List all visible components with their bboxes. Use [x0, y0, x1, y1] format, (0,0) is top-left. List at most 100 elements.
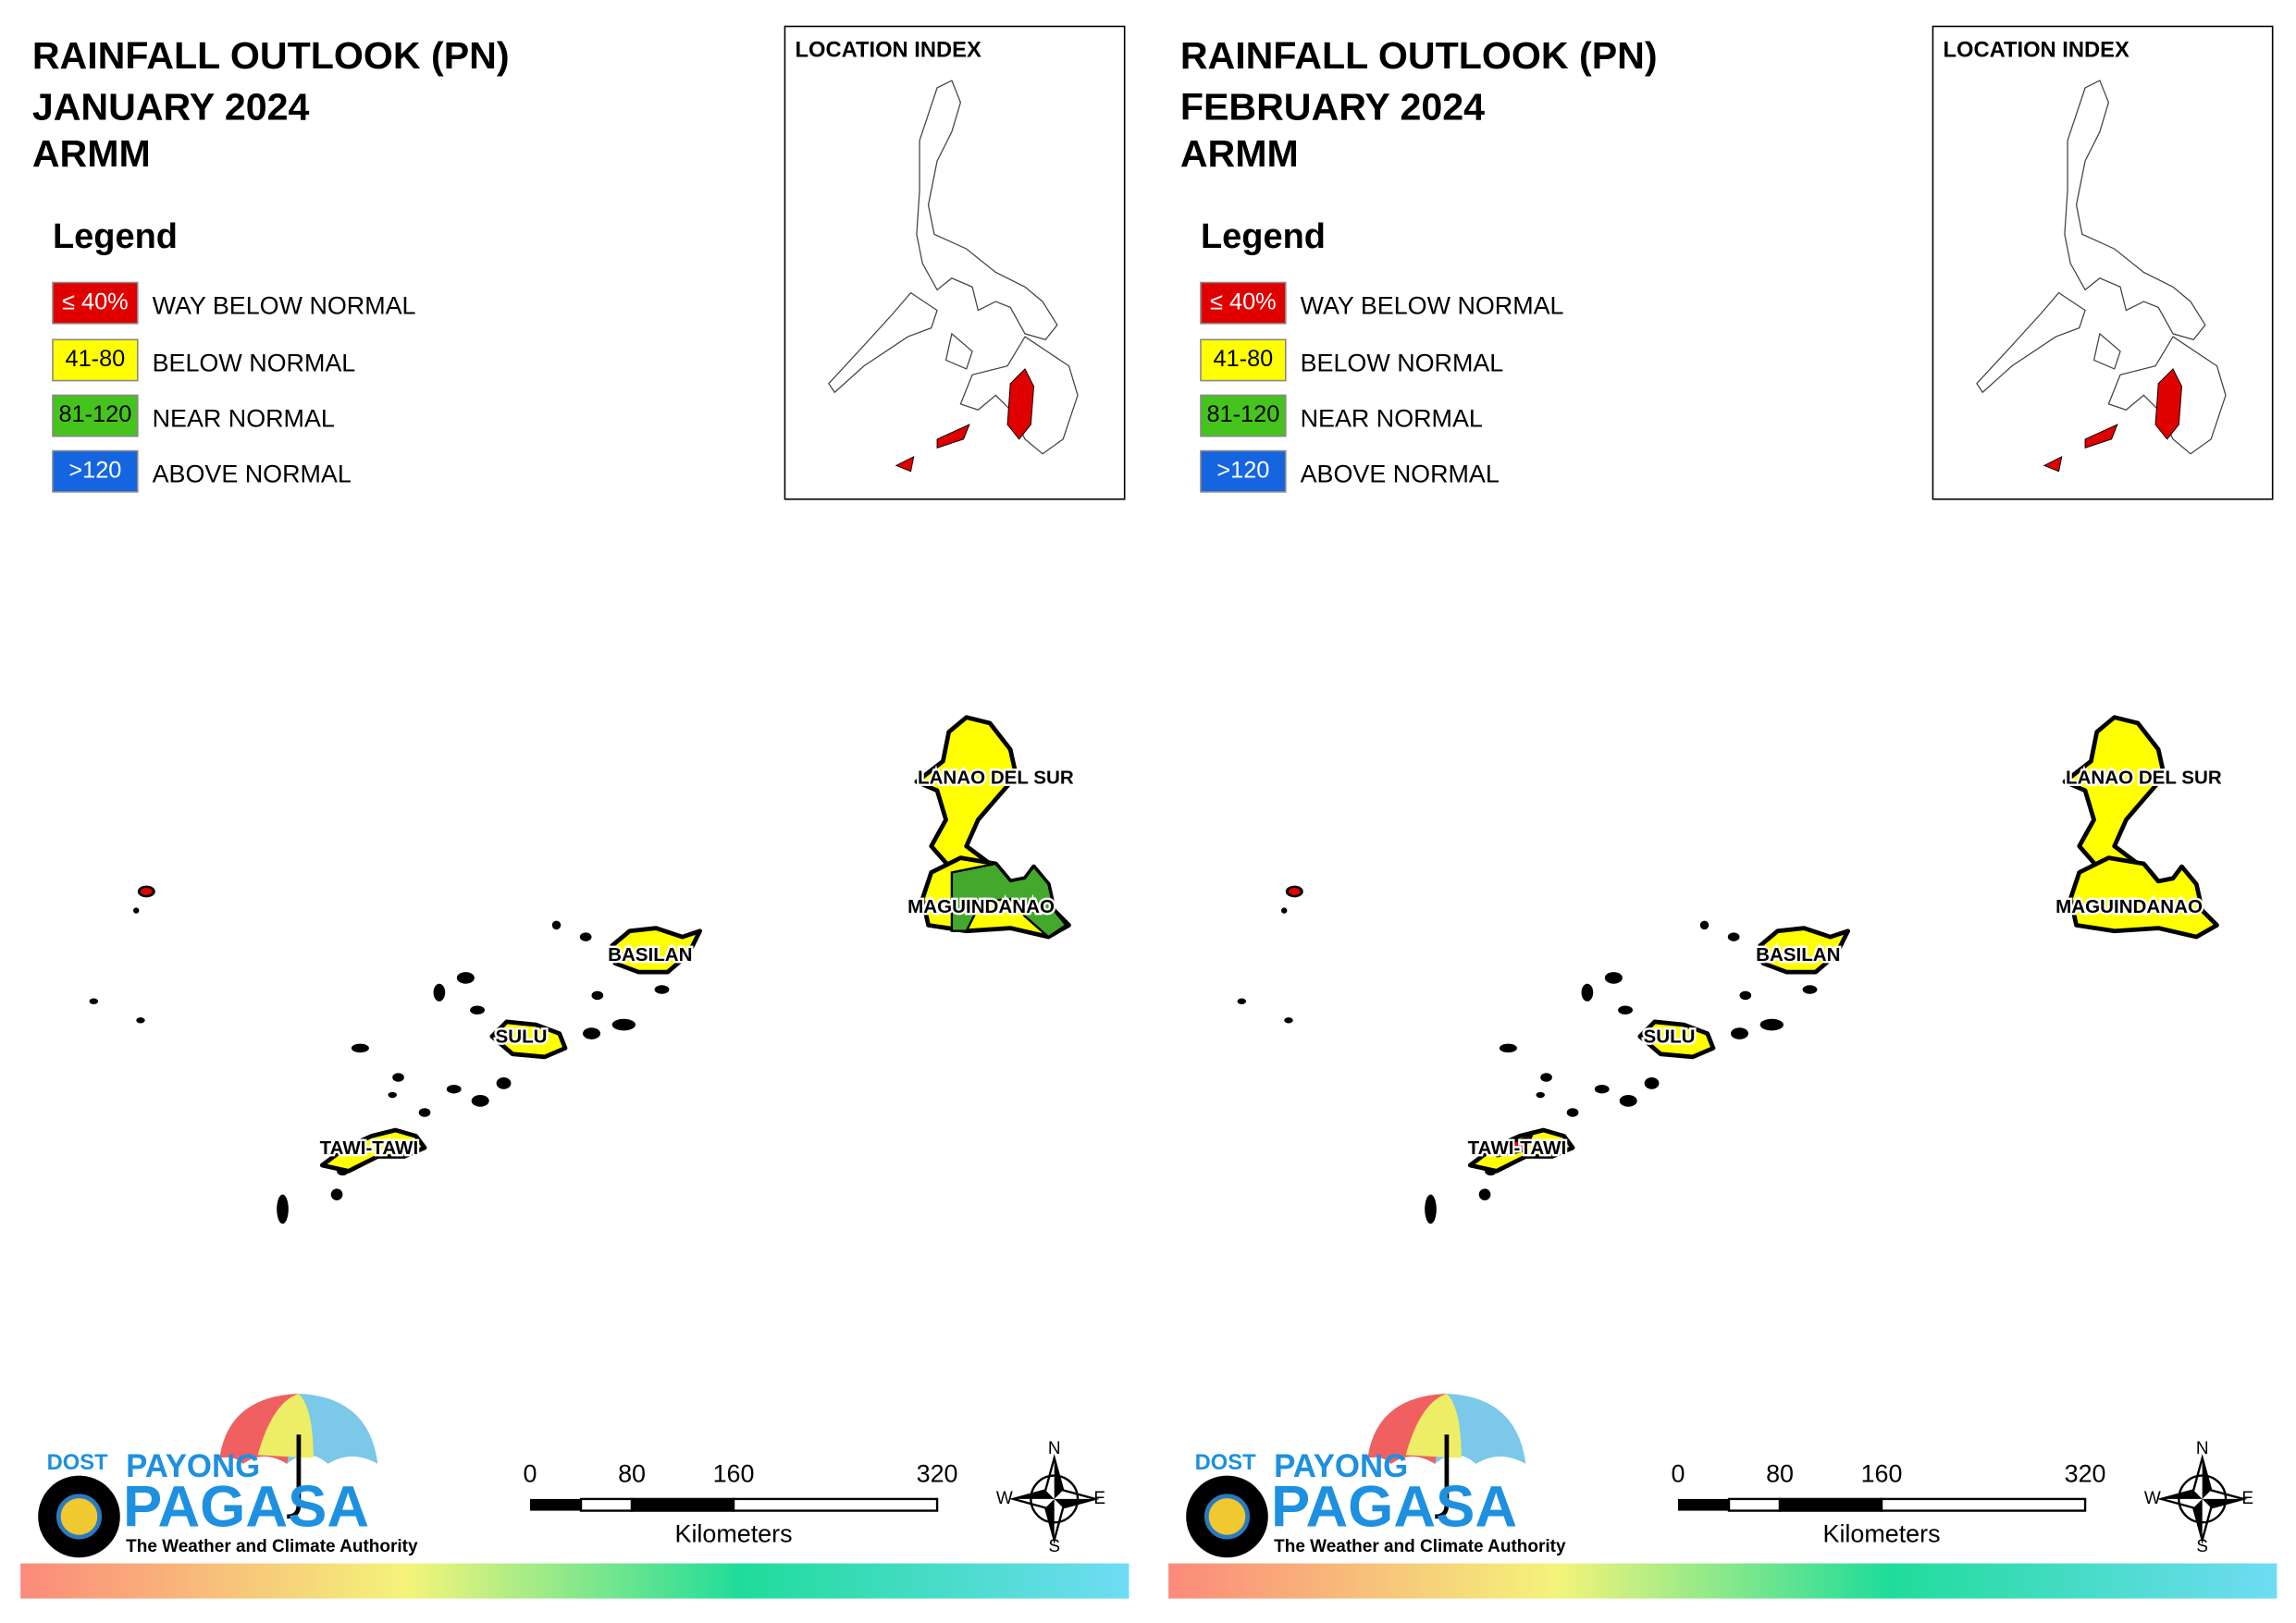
island: [1499, 1043, 1517, 1053]
province: [319, 1127, 427, 1174]
legend-description: WAY BELOW NORMAL: [153, 292, 416, 320]
compass-n: N: [2196, 1439, 2209, 1458]
logo-dost: DOST: [47, 1451, 108, 1475]
title-line: RAINFALL OUTLOOK (PN): [32, 34, 510, 77]
color-band: [1168, 1563, 2277, 1599]
island: [1619, 1095, 1637, 1107]
scale-label: 0: [524, 1460, 537, 1488]
scale-unit: Kilometers: [675, 1520, 793, 1548]
compass-e: E: [1093, 1489, 1105, 1508]
island: [471, 1095, 489, 1107]
compass-w: W: [2144, 1489, 2161, 1508]
island: [392, 1073, 404, 1082]
island: [1536, 1091, 1545, 1099]
legend-swatch: [52, 281, 139, 325]
island: [582, 1027, 600, 1039]
island: [496, 1077, 512, 1089]
dost-seal-inner: [1204, 1494, 1251, 1540]
legend-description: NEAR NORMAL: [1301, 404, 1483, 432]
scale-segment: [1778, 1497, 1883, 1512]
legend-swatch: [52, 449, 139, 493]
location-index-title: LOCATION INDEX: [796, 39, 981, 63]
compass-s: S: [1048, 1537, 1060, 1556]
island: [1699, 920, 1710, 930]
island: [140, 888, 153, 895]
island: [1802, 985, 1818, 994]
scale-label: 160: [713, 1460, 755, 1488]
province: [2068, 855, 2219, 940]
legend-swatch-label: 41-80: [66, 346, 126, 372]
legend-description: NEAR NORMAL: [153, 404, 335, 432]
compass-fill: [1013, 1457, 1096, 1541]
legend-swatch: [52, 338, 139, 382]
island: [1425, 1194, 1437, 1224]
province-label: SULU: [1644, 1027, 1696, 1048]
umbrella-handle: [287, 1434, 302, 1519]
scale-segment: [530, 1498, 582, 1511]
scale-segment: [732, 1497, 939, 1512]
legend-swatch: [1200, 338, 1287, 382]
legend-title: Legend: [1201, 217, 1326, 256]
island: [418, 1108, 431, 1117]
legend-description: ABOVE NORMAL: [153, 461, 352, 488]
scale-segment: [579, 1497, 634, 1512]
scale-segment: [1727, 1497, 1782, 1512]
province-label: TAWI-TAWI: [320, 1137, 419, 1159]
island: [330, 1188, 343, 1200]
legend-title: Legend: [53, 217, 178, 256]
island: [611, 1018, 636, 1031]
province-label: LANAO DEL SUR: [918, 768, 1074, 789]
island: [1739, 990, 1752, 1001]
legend-description: BELOW NORMAL: [153, 349, 356, 376]
legend-swatch-label: 41-80: [1214, 346, 1274, 372]
compass-w: W: [996, 1489, 1013, 1508]
legend-description: WAY BELOW NORMAL: [1301, 292, 1564, 320]
province: [489, 1019, 568, 1060]
province: [1758, 926, 1851, 975]
title-line: ARMM: [1180, 132, 1299, 175]
logo-dost: DOST: [1195, 1451, 1256, 1475]
island: [1581, 983, 1594, 1002]
scale-label: 0: [1672, 1460, 1685, 1488]
island: [388, 1091, 397, 1099]
legend-swatch-label: >120: [1216, 457, 1269, 483]
island: [1288, 888, 1301, 895]
scale-label: 160: [1861, 1460, 1903, 1488]
island: [89, 998, 99, 1004]
island: [1540, 1073, 1552, 1082]
logo-pagasa: PAGASA: [123, 1474, 369, 1539]
legend-swatch-label: ≤ 40%: [62, 289, 129, 314]
logo-payong: PAYONG: [1274, 1448, 1408, 1484]
umbrella-handle: [1435, 1434, 1450, 1519]
province-zone: [1495, 1134, 1534, 1158]
island: [1284, 1017, 1293, 1024]
legend-swatch-label: ≤ 40%: [1210, 289, 1277, 314]
scale-label: 80: [1766, 1460, 1794, 1488]
province-label: SULU: [496, 1027, 548, 1048]
scale-label: 320: [2065, 1460, 2106, 1488]
island: [1281, 907, 1288, 914]
province: [1637, 1019, 1716, 1060]
island: [591, 990, 604, 1001]
island: [551, 920, 562, 930]
legend-swatch-label: 81-120: [58, 401, 131, 427]
scale-segment: [630, 1497, 735, 1512]
province: [610, 926, 703, 975]
province: [914, 715, 1018, 872]
compass-e: E: [2241, 1489, 2253, 1508]
island: [1727, 932, 1740, 941]
island: [277, 1194, 289, 1224]
dost-seal-inner: [56, 1494, 103, 1540]
logo-tagline: The Weather and Climate Authority: [1274, 1537, 1566, 1556]
province-label: BASILAN: [608, 944, 692, 965]
island: [1237, 998, 1247, 1004]
compass-n: N: [1048, 1439, 1061, 1458]
island: [1618, 1005, 1633, 1014]
province-label: MAGUINDANAO: [2055, 896, 2203, 917]
legend-description: ABOVE NORMAL: [1301, 461, 1500, 488]
legend-swatch-label: >120: [68, 457, 121, 483]
island: [1730, 1027, 1748, 1039]
